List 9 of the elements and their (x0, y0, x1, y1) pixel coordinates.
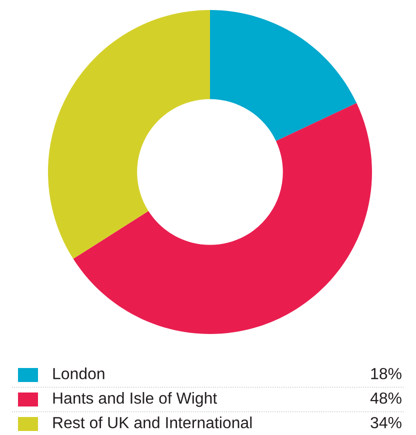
legend-label: London (53, 368, 104, 380)
data-label: 48% (370, 392, 402, 404)
donut-slice (73, 103, 372, 334)
legend-label: Hants and Isle of Wight (53, 392, 218, 407)
data-label: 34% (370, 416, 402, 428)
data-label: 18% (371, 368, 402, 380)
donut-slice (48, 10, 210, 259)
legend-label: Rest of UK and International (53, 416, 252, 428)
donut-slice (210, 10, 357, 141)
